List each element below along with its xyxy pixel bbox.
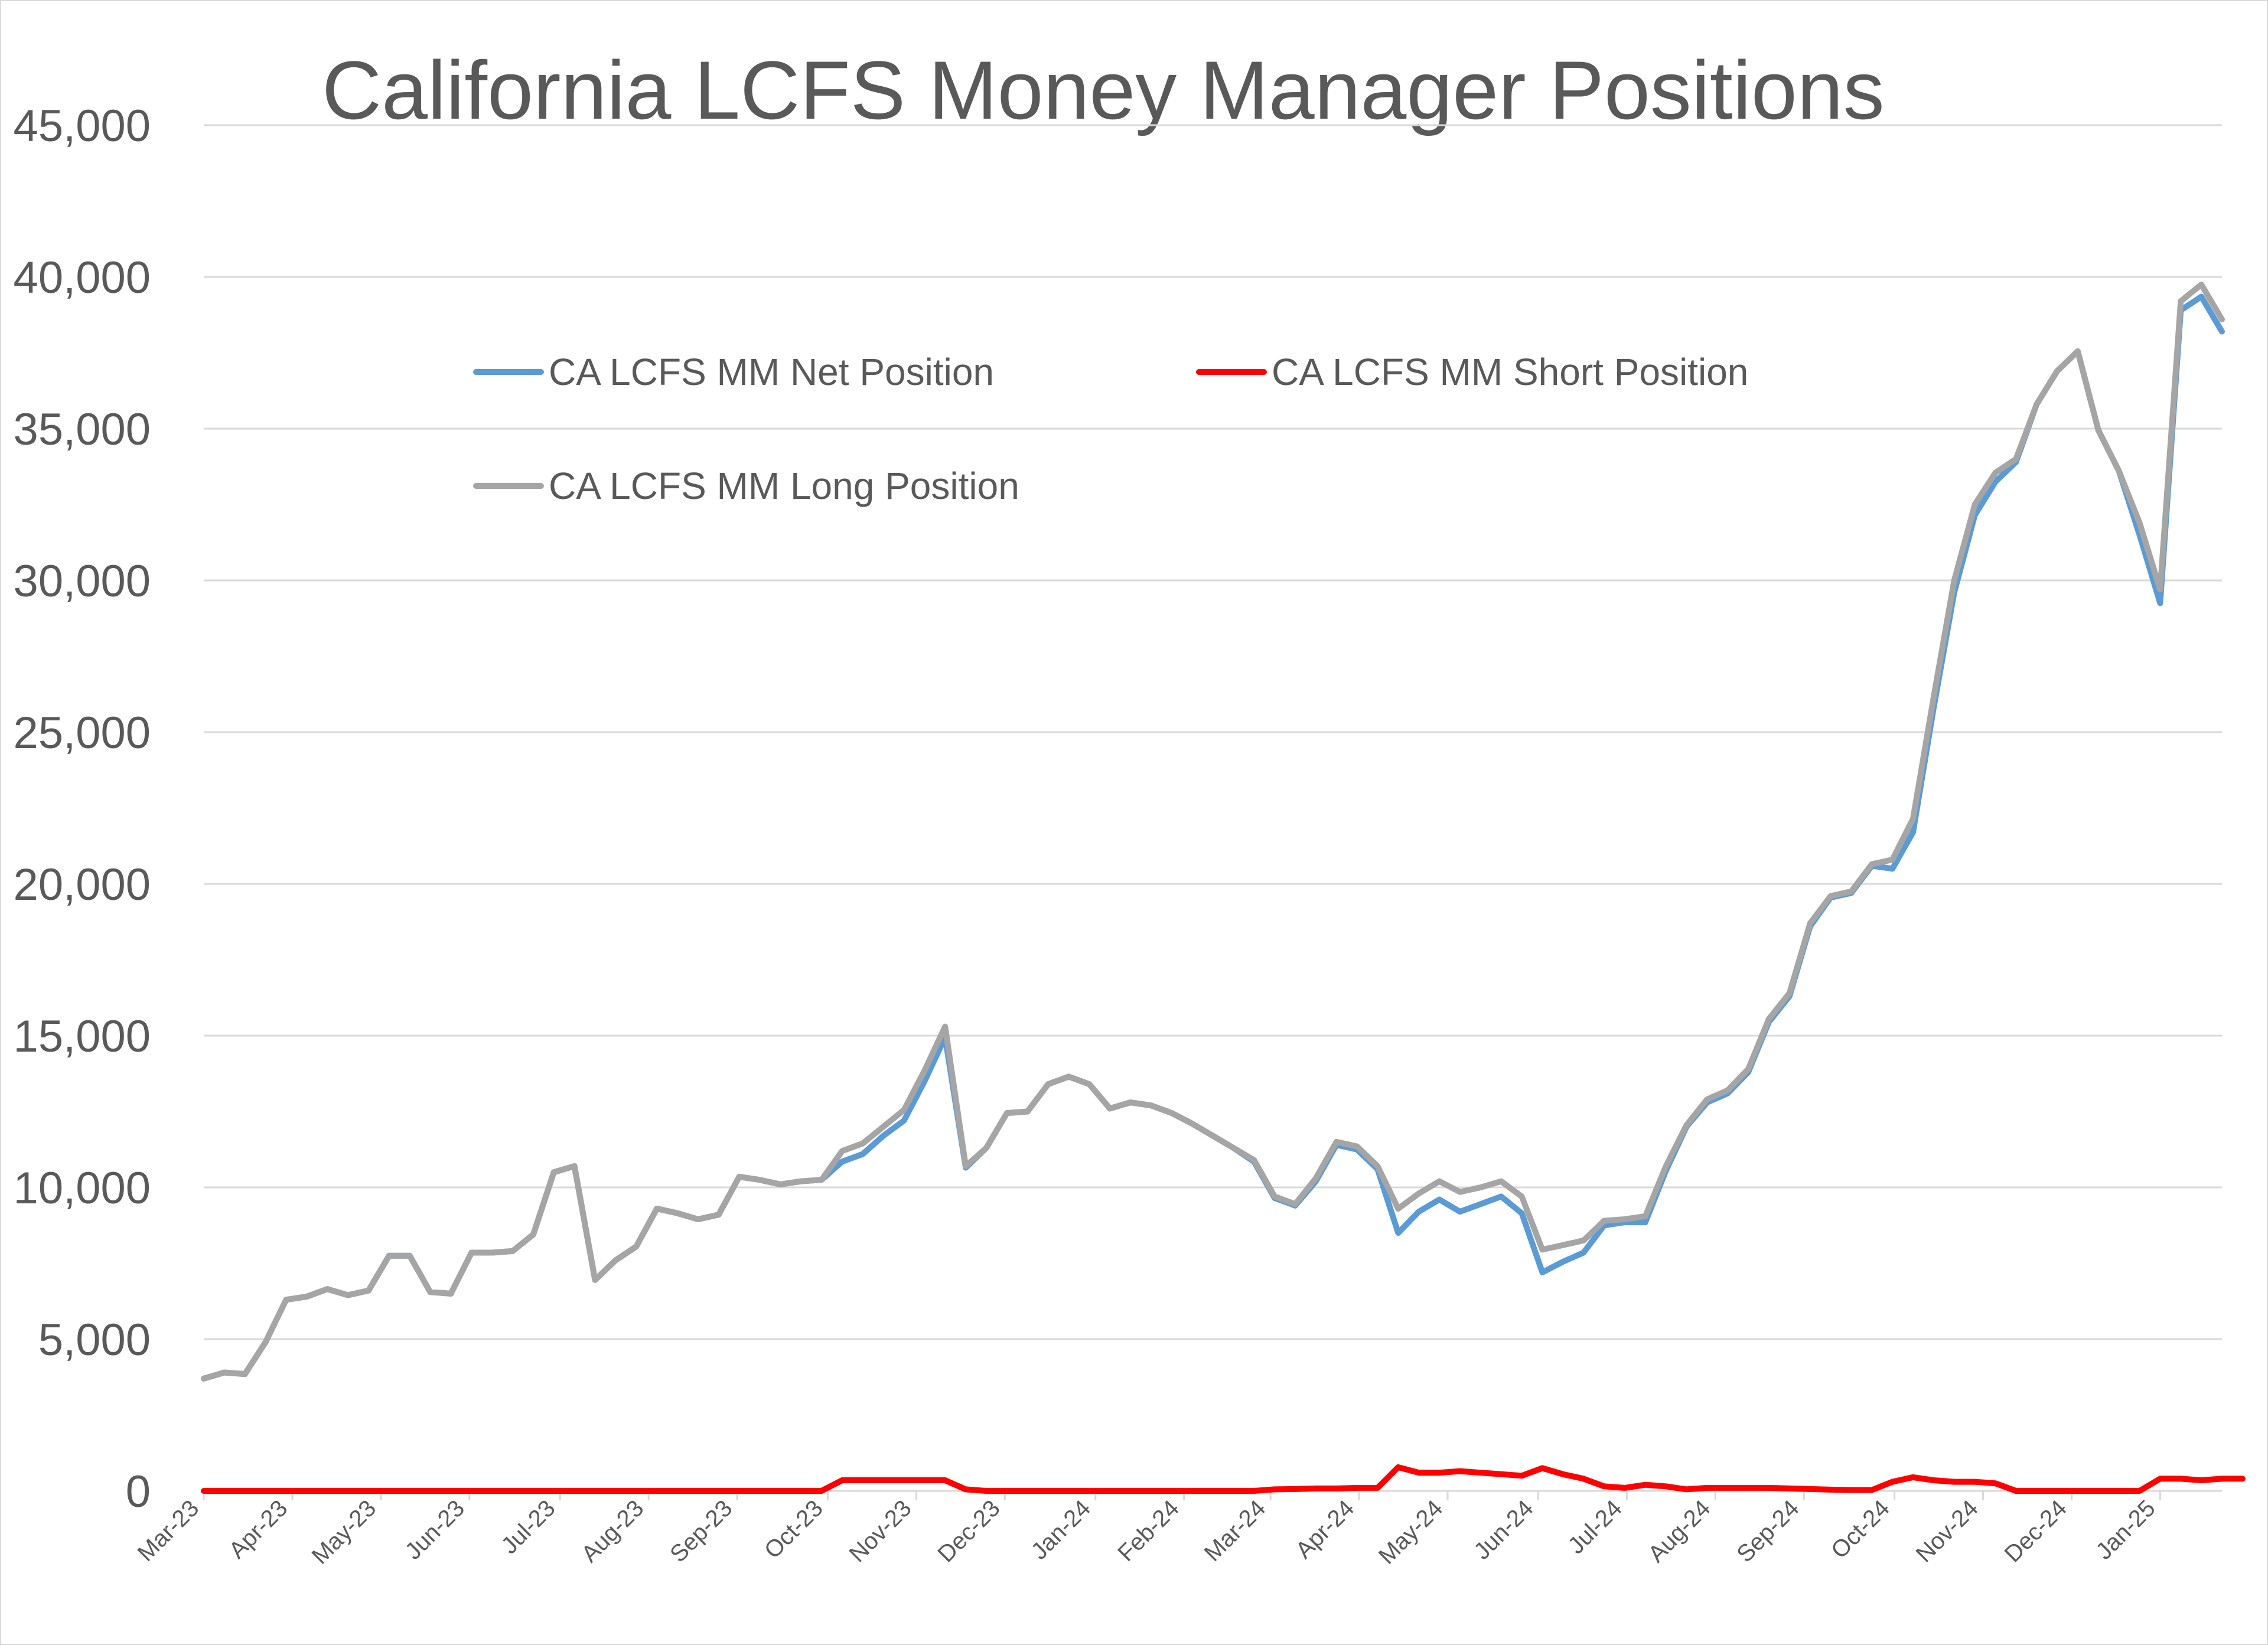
legend-entry-ca-lcfs-mm-short-position: CA LCFS MM Short Position	[1196, 351, 1748, 393]
x-tick-label: Dec-23	[933, 1495, 1005, 1567]
x-tick-label: Jun-24	[1469, 1495, 1539, 1565]
legend-entry-ca-lcfs-mm-long-position: CA LCFS MM Long Position	[473, 465, 1019, 507]
y-tick-label: 25,000	[14, 708, 151, 758]
x-tick-label: Apr-23	[224, 1495, 292, 1564]
x-tick-label: Feb-24	[1113, 1495, 1184, 1566]
y-tick-label: 0	[126, 1467, 151, 1517]
y-tick-label: 10,000	[14, 1163, 151, 1213]
gridlines	[204, 124, 2222, 1340]
legend-label: CA LCFS MM Net Position	[549, 351, 994, 393]
series-line-ca-lcfs-mm-short-position	[201, 1464, 2246, 1494]
y-tick-label: 45,000	[14, 101, 151, 151]
x-tick-label: Jan-24	[1027, 1495, 1096, 1565]
x-tick-label: May-23	[307, 1495, 381, 1569]
x-tick-label: Jul-23	[496, 1495, 560, 1559]
x-tick-label: Nov-23	[844, 1495, 916, 1567]
series-lines	[201, 281, 2246, 1494]
y-tick-label: 30,000	[14, 556, 151, 606]
x-tick-label: May-24	[1374, 1495, 1448, 1569]
y-tick-label: 40,000	[14, 253, 151, 303]
chart-title: California LCFS Money Manager Positions	[322, 44, 1885, 136]
x-tick-label: Jan-25	[2091, 1495, 2161, 1565]
x-tick-label: Mar-24	[1200, 1495, 1271, 1566]
series-line-ca-lcfs-mm-net-position	[201, 293, 2225, 1382]
y-tick-label: 5,000	[38, 1315, 151, 1365]
x-axis-tick-labels: Mar-23 Apr-23 May-23 Jun-23 Jul-23 Aug-23 Sep-…	[133, 1495, 2161, 1569]
x-tick-label: Nov-24	[1911, 1495, 1983, 1567]
x-tick-label: Sep-23	[665, 1495, 737, 1567]
y-tick-label: 35,000	[14, 404, 151, 455]
x-tick-label: Apr-24	[1291, 1495, 1359, 1564]
y-tick-label: 15,000	[14, 1011, 151, 1062]
x-tick-label: Oct-23	[760, 1495, 828, 1564]
x-tick-label: Jul-24	[1563, 1495, 1627, 1559]
series-line-ca-lcfs-mm-long-position	[201, 281, 2225, 1382]
y-axis-tick-labels: 0 5,000 10,000 15,000 20,000 25,000 30,000 35,0…	[14, 101, 151, 1517]
legend-label: CA LCFS MM Short Position	[1272, 351, 1748, 393]
legend: CA LCFS MM Net Position CA LCFS MM Short …	[473, 351, 1748, 507]
x-tick-label: Oct-24	[1826, 1495, 1895, 1564]
x-tick-label: Jun-23	[400, 1495, 470, 1565]
x-tick-label: Aug-23	[576, 1495, 649, 1567]
legend-entry-ca-lcfs-mm-net-position: CA LCFS MM Net Position	[473, 351, 994, 393]
legend-label: CA LCFS MM Long Position	[549, 465, 1019, 507]
x-tick-label: Aug-24	[1643, 1495, 1715, 1567]
x-tick-label: Sep-24	[1732, 1495, 1804, 1567]
x-tick-label: Dec-24	[2000, 1495, 2072, 1567]
y-tick-label: 20,000	[14, 860, 151, 910]
